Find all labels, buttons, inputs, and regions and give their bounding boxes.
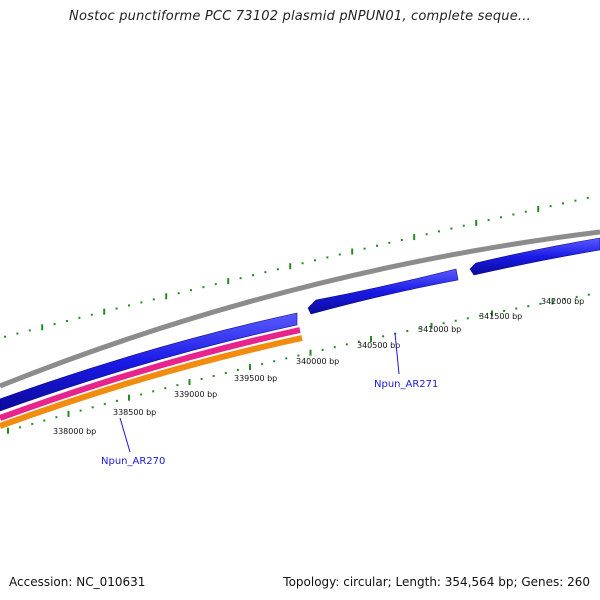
ruler-label: 339000 bp <box>174 390 217 399</box>
accession-text: Accession: NC_010631 <box>9 575 146 589</box>
gene-label-npun-ar271[interactable]: Npun_AR271 <box>374 379 438 390</box>
ruler-label: 341500 bp <box>479 312 522 321</box>
gene-pointer-npun-ar270 <box>119 417 131 453</box>
cds-forward-track <box>0 237 600 412</box>
cds-arrow-segment-2[interactable] <box>307 268 459 315</box>
map-title: Nostoc punctiforme PCC 73102 plasmid pNP… <box>69 9 531 24</box>
outer-tick-marks <box>4 196 589 338</box>
ruler-label: 340000 bp <box>296 357 339 366</box>
rna-magenta-track <box>0 327 301 421</box>
cds-arrow-segment-1[interactable] <box>0 312 298 412</box>
gene-pointer-npun-ar271 <box>394 332 400 375</box>
sequence-summary: Topology: circular; Length: 354,564 bp; … <box>283 575 590 589</box>
cds-arrow-segment-3[interactable] <box>469 237 600 276</box>
ruler-tick-marks <box>7 293 590 434</box>
gene-label-npun-ar270[interactable]: Npun_AR270 <box>101 456 165 467</box>
ruler-label: 339500 bp <box>234 374 277 383</box>
ruler-labels: 338000 bp 338500 bp 339000 bp 339500 bp 3400… <box>53 297 584 436</box>
ruler-label: 341000 bp <box>418 325 461 334</box>
backbone-track <box>0 229 600 389</box>
ruler-label: 338500 bp <box>113 408 156 417</box>
ruler-label: 342000 bp <box>541 297 584 306</box>
ruler-label: 340500 bp <box>357 341 400 350</box>
rna-orange-track <box>0 335 303 429</box>
ruler-label: 338000 bp <box>53 427 96 436</box>
